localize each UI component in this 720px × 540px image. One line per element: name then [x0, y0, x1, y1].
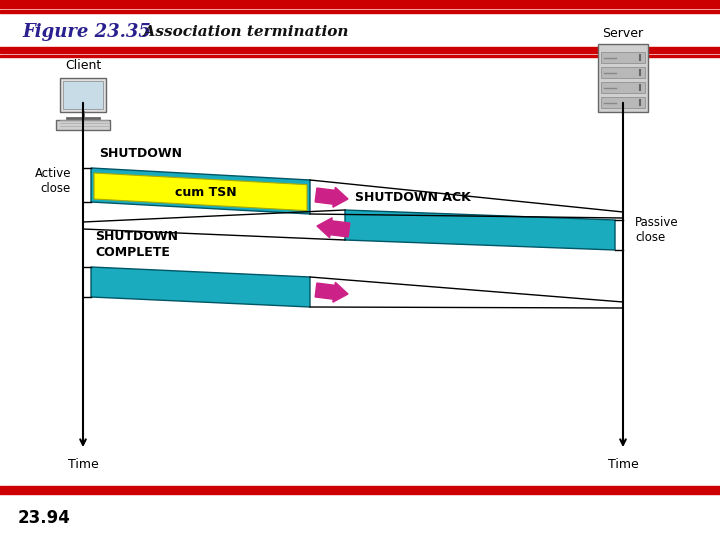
Text: Active
close: Active close — [35, 167, 71, 195]
Polygon shape — [94, 173, 307, 211]
Text: Figure 23.35: Figure 23.35 — [22, 23, 151, 41]
FancyBboxPatch shape — [601, 67, 645, 78]
Text: Time: Time — [608, 458, 639, 471]
Text: Passive
close: Passive close — [635, 216, 679, 244]
Text: Client: Client — [65, 59, 101, 72]
Polygon shape — [91, 267, 310, 307]
FancyBboxPatch shape — [56, 120, 110, 130]
FancyArrow shape — [315, 187, 348, 207]
FancyBboxPatch shape — [598, 44, 648, 112]
FancyArrow shape — [317, 218, 350, 238]
Text: SHUTDOWN ACK: SHUTDOWN ACK — [355, 191, 471, 204]
FancyArrow shape — [315, 282, 348, 302]
Text: Time: Time — [68, 458, 99, 471]
Text: SHUTDOWN: SHUTDOWN — [99, 147, 182, 160]
FancyBboxPatch shape — [601, 52, 645, 63]
Text: cum TSN: cum TSN — [175, 186, 236, 199]
Text: Association termination: Association termination — [133, 25, 348, 39]
FancyBboxPatch shape — [601, 82, 645, 93]
FancyBboxPatch shape — [60, 78, 106, 112]
Text: 23.94: 23.94 — [18, 509, 71, 527]
FancyBboxPatch shape — [601, 97, 645, 108]
FancyBboxPatch shape — [63, 81, 103, 109]
Polygon shape — [91, 168, 310, 214]
Text: SHUTDOWN
COMPLETE: SHUTDOWN COMPLETE — [95, 230, 178, 259]
Polygon shape — [345, 210, 615, 250]
Text: Server: Server — [603, 27, 644, 40]
